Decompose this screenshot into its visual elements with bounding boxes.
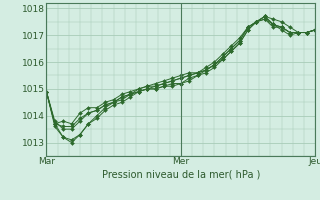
X-axis label: Pression niveau de la mer( hPa ): Pression niveau de la mer( hPa ) (102, 169, 260, 179)
